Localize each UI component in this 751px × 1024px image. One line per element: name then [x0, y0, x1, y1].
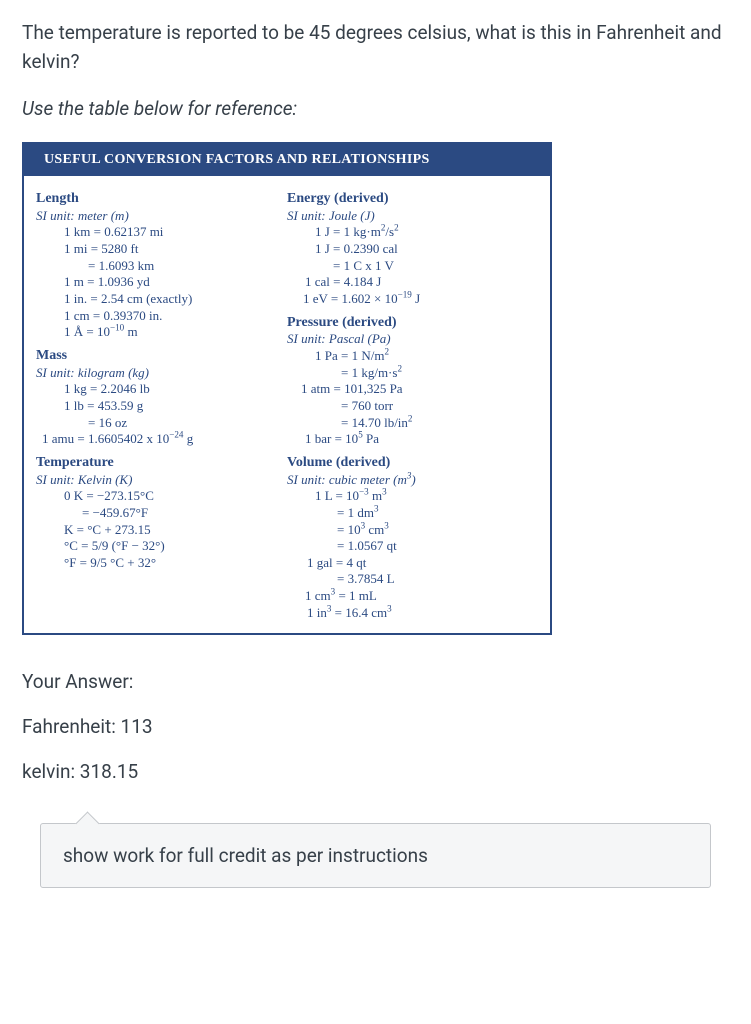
- temperature-line: °C = 5/9 (°F − 32°): [36, 538, 287, 555]
- pressure-line: 1 bar = 105 Pa: [287, 431, 538, 448]
- answer-label: Your Answer:: [22, 670, 729, 693]
- energy-line: = 1 C x 1 V: [287, 258, 538, 275]
- energy-line: 1 cal = 4.184 J: [287, 274, 538, 291]
- mass-amu: 1 amu = 1.6605402 x 10−24 g: [36, 431, 287, 448]
- pressure-si: SI unit: Pascal (Pa): [287, 331, 538, 348]
- volume-line: 1 gal = 4 qt: [287, 555, 538, 572]
- energy-si: SI unit: Joule (J): [287, 208, 538, 225]
- pressure-line: = 14.70 lb/in2: [287, 415, 538, 432]
- temperature-line: = −459.67°F: [36, 505, 287, 522]
- kelvin-label: kelvin:: [22, 760, 75, 783]
- mass-title: Mass: [36, 347, 287, 365]
- pressure-title: Pressure (derived): [287, 314, 538, 332]
- length-title: Length: [36, 190, 287, 208]
- fahrenheit-value: 113: [121, 715, 153, 738]
- volume-line: = 1.0567 qt: [287, 538, 538, 555]
- length-line: 1 m = 1.0936 yd: [36, 274, 287, 291]
- length-si: SI unit: meter (m): [36, 208, 287, 225]
- volume-title: Volume (derived): [287, 454, 538, 472]
- length-line: 1 cm = 0.39370 in.: [36, 308, 287, 325]
- table-header: USEFUL CONVERSION FACTORS AND RELATIONSH…: [24, 144, 550, 176]
- pressure-line: = 760 torr: [287, 398, 538, 415]
- volume-line: 1 L = 10−3 m3: [287, 488, 538, 505]
- length-line: 1 km = 0.62137 mi: [36, 224, 287, 241]
- table-col-right: Energy (derived) SI unit: Joule (J) 1 J …: [287, 184, 538, 621]
- grader-comment: show work for full credit as per instruc…: [40, 823, 711, 888]
- pressure-line: 1 atm = 101,325 Pa: [287, 381, 538, 398]
- pressure-line: 1 Pa = 1 N/m2: [287, 348, 538, 365]
- temperature-line: °F = 9/5 °C + 32°: [36, 555, 287, 572]
- conversion-table: USEFUL CONVERSION FACTORS AND RELATIONSH…: [22, 142, 552, 635]
- mass-line: 1 lb = 453.59 g: [36, 398, 287, 415]
- question-text: The temperature is reported to be 45 deg…: [22, 18, 729, 77]
- volume-line: = 103 cm3: [287, 522, 538, 539]
- energy-line: 1 J = 1 kg·m2/s2: [287, 224, 538, 241]
- volume-line: = 3.7854 L: [287, 571, 538, 588]
- temperature-line: 0 K = −273.15°C: [36, 488, 287, 505]
- mass-line: = 16 oz: [36, 415, 287, 432]
- length-angstrom: 1 Å = 10−10 m: [36, 324, 287, 341]
- volume-line: 1 in3 = 16.4 cm3: [287, 605, 538, 622]
- energy-line: 1 eV = 1.602 × 10−19 J: [287, 291, 538, 308]
- volume-line: = 1 dm3: [287, 505, 538, 522]
- length-line: 1 mi = 5280 ft: [36, 241, 287, 258]
- temperature-title: Temperature: [36, 454, 287, 472]
- table-col-left: Length SI unit: meter (m) 1 km = 0.62137…: [36, 184, 287, 621]
- pressure-line: = 1 kg/m·s2: [287, 365, 538, 382]
- temperature-line: K = °C + 273.15: [36, 522, 287, 539]
- energy-line: 1 J = 0.2390 cal: [287, 241, 538, 258]
- length-line: 1 in. = 2.54 cm (exactly): [36, 291, 287, 308]
- kelvin-value: 318.15: [80, 760, 138, 783]
- volume-si: SI unit: cubic meter (m3): [287, 472, 538, 489]
- answer-kelvin: kelvin: 318.15: [22, 760, 729, 783]
- energy-title: Energy (derived): [287, 190, 538, 208]
- mass-si: SI unit: kilogram (kg): [36, 365, 287, 382]
- fahrenheit-label: Fahrenheit:: [22, 715, 116, 738]
- length-line: = 1.6093 km: [36, 258, 287, 275]
- answer-fahrenheit: Fahrenheit: 113: [22, 715, 729, 738]
- table-body: Length SI unit: meter (m) 1 km = 0.62137…: [24, 176, 550, 633]
- volume-line: 1 cm3 = 1 mL: [287, 588, 538, 605]
- reference-prompt: Use the table below for reference:: [22, 97, 729, 120]
- temperature-si: SI unit: Kelvin (K): [36, 472, 287, 489]
- mass-line: 1 kg = 2.2046 lb: [36, 381, 287, 398]
